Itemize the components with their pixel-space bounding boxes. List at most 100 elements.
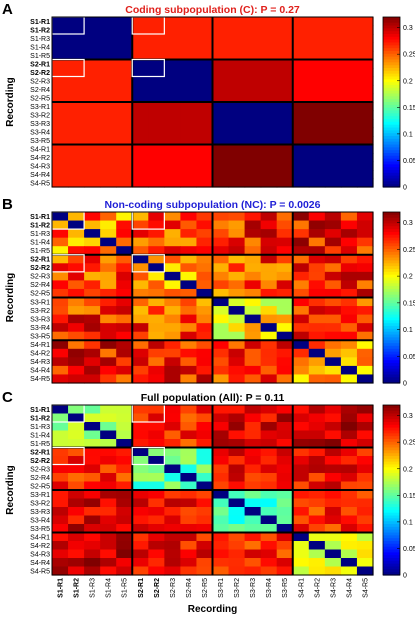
heatmap-cell [196,498,214,508]
heatmap-cell [292,357,310,367]
heatmap-cell [100,447,117,457]
heatmap-cell [292,263,310,273]
colorbar-segment [383,223,400,227]
heatmap-cell [196,357,214,367]
heatmap-cell [212,314,230,324]
heatmap-cell [132,439,149,449]
heatmap-cell [308,340,326,350]
heatmap-cell [212,229,230,239]
heatmap-cell [100,473,117,483]
heatmap-cell [68,297,85,307]
heatmap-cell [324,68,342,78]
heatmap-cell [132,340,149,350]
colorbar-segment [383,419,400,423]
colorbar-segment [383,130,400,134]
colorbar-segment [383,371,400,376]
colorbar-tick-label: 0.1 [403,327,413,334]
heatmap-cell [276,507,294,517]
y-tick-label: S4-R1 [30,534,50,541]
heatmap-cell [84,439,101,449]
colorbar-segment [383,492,400,497]
heatmap-cell [52,558,69,568]
y-tick-label: S3-R4 [30,517,50,524]
heatmap-cell [292,93,310,103]
heatmap-cell [340,127,358,137]
colorbar-tick-label: 0.1 [403,519,413,526]
heatmap-cell [308,365,326,376]
heatmap-cell [228,17,246,27]
colorbar-segment [383,484,400,488]
heatmap-cell [132,413,149,423]
y-tick-label: S1-R3 [30,231,50,238]
colorbar-segment [383,220,400,224]
heatmap-cell [148,374,165,384]
heatmap-cell [356,42,374,52]
heatmap-cell [84,170,101,180]
heatmap-cell [164,481,181,491]
heatmap-cell [180,331,198,341]
heatmap-cell [212,76,230,86]
heatmap-cell [308,246,326,256]
colorbar-segment [383,39,400,44]
heatmap-cell [340,297,358,307]
heatmap-cell [324,34,342,44]
colorbar-segment [383,416,400,420]
heatmap-cell [260,110,278,120]
heatmap-cell [180,76,198,86]
heatmap-cell [308,153,326,163]
heatmap-cell [84,549,101,559]
heatmap-cell [180,220,198,230]
heatmap-cell [228,558,246,568]
heatmap-cell [244,246,262,256]
heatmap-cell [132,42,149,52]
heatmap-cell [292,456,310,466]
heatmap-cell [228,515,246,525]
heatmap-cell [180,422,198,432]
heatmap-cell [100,170,117,180]
heatmap-cell [116,85,133,95]
heatmap-cell [212,473,230,483]
colorbar-tick-label: 0.2 [403,274,413,281]
heatmap-cell [196,170,214,180]
heatmap-cell [164,549,181,559]
heatmap-cell [308,473,326,483]
heatmap-cell [244,558,262,568]
heatmap-cell [68,254,85,264]
colorbar-segment [383,17,400,21]
heatmap-cell [180,119,198,129]
colorbar-segment [383,184,400,188]
heatmap-cell [180,481,198,491]
colorbar-segment [383,308,400,313]
colorbar-segment [383,93,400,97]
heatmap-cell [52,541,69,551]
colorbar-segment [383,266,400,270]
heatmap-cell [196,42,214,52]
heatmap-cell [340,456,358,466]
heatmap-cell [228,464,246,474]
heatmap-cell [324,127,342,137]
heatmap-cell [100,153,117,163]
heatmap-cell [180,288,198,299]
heatmap-cell [100,237,117,247]
heatmap-cell [196,532,214,542]
y-tick-label: S1-R2 [30,27,50,34]
heatmap-cell [212,430,230,440]
heatmap-cell [228,340,246,350]
heatmap-cell [244,280,262,290]
heatmap-cell [52,456,69,466]
heatmap-cell [292,306,310,316]
heatmap-cell [148,473,165,483]
y-tick-label: S4-R4 [30,560,50,567]
heatmap-cell [260,254,278,264]
heatmap-cell [324,365,342,376]
heatmap-cell [68,464,85,474]
heatmap-cell [276,314,294,324]
colorbar-segment [383,512,400,517]
heatmap-cell [260,515,278,525]
heatmap-cell [260,430,278,440]
heatmap-cell [196,161,214,171]
heatmap-cell [244,430,262,440]
heatmap-cell [340,566,358,576]
heatmap-cell [196,288,214,299]
heatmap-cell [276,422,294,432]
